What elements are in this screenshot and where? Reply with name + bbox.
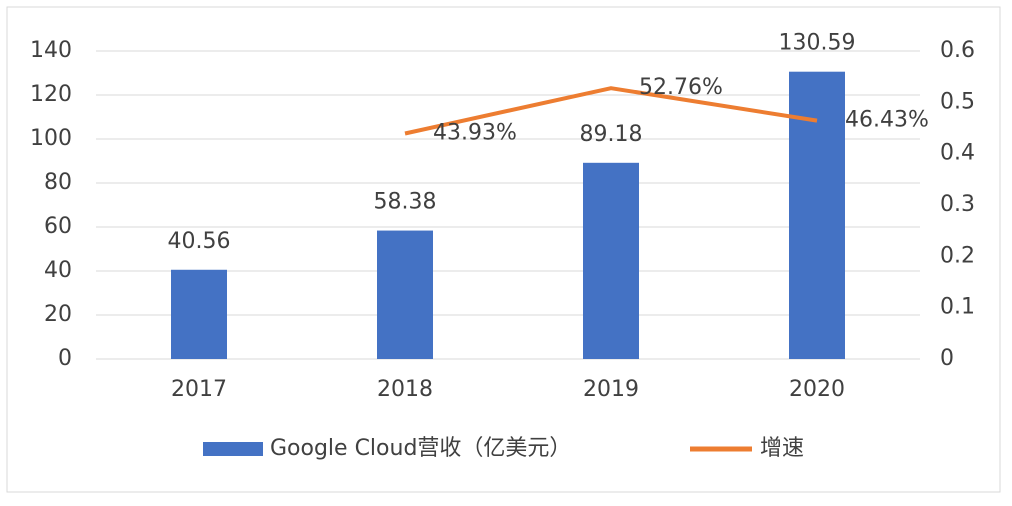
data-label: 43.93% <box>433 120 517 145</box>
y-tick-label: 20 <box>44 302 72 327</box>
bar <box>171 269 227 359</box>
legend-label: 增速 <box>760 436 804 461</box>
y-tick-label: 80 <box>44 170 72 195</box>
data-label: 46.43% <box>845 108 929 133</box>
legend-label: Google Cloud营收（亿美元） <box>270 436 571 461</box>
legend-swatch <box>203 442 263 456</box>
data-label: 130.59 <box>779 31 856 56</box>
y2-tick-label: 0.2 <box>940 243 975 268</box>
x-tick-label: 2017 <box>171 377 227 402</box>
y2-tick-label: 0.4 <box>940 141 975 166</box>
y-tick-label: 0 <box>58 346 72 371</box>
x-tick-label: 2020 <box>789 377 845 402</box>
y-tick-label: 40 <box>44 258 72 283</box>
data-label: 58.38 <box>374 190 437 215</box>
y-tick-label: 100 <box>30 126 72 151</box>
x-tick-label: 2019 <box>583 377 639 402</box>
bar <box>789 71 845 360</box>
bar <box>583 162 639 359</box>
x-tick-label: 2018 <box>377 377 433 402</box>
y2-tick-label: 0.5 <box>940 89 975 114</box>
y-tick-label: 60 <box>44 214 72 239</box>
data-label: 40.56 <box>168 229 231 254</box>
data-label: 52.76% <box>639 75 723 100</box>
y-tick-label: 140 <box>30 38 72 63</box>
bar <box>377 230 433 359</box>
chart-frame <box>6 6 1001 493</box>
y-tick-label: 120 <box>30 82 72 107</box>
y2-tick-label: 0.6 <box>940 38 975 63</box>
data-label: 89.18 <box>580 122 643 147</box>
y2-tick-label: 0.1 <box>940 295 975 320</box>
y2-tick-label: 0 <box>940 346 954 371</box>
y2-tick-label: 0.3 <box>940 192 975 217</box>
line <box>404 86 818 136</box>
